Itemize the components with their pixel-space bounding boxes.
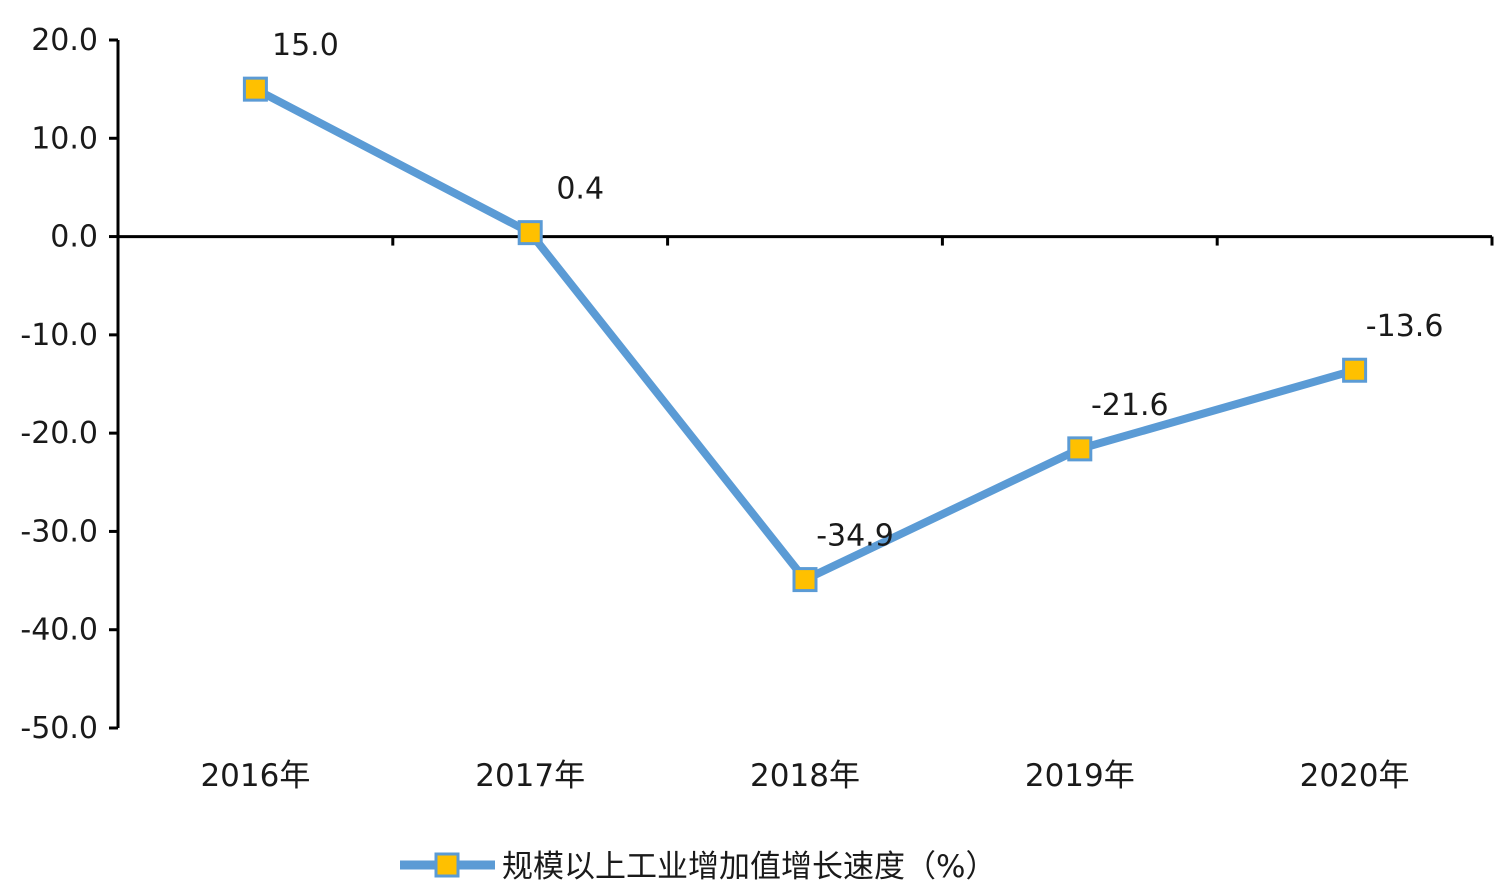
data-label: 0.4 — [556, 172, 604, 207]
data-point-marker — [517, 220, 543, 246]
y-tick-label: 0.0 — [50, 220, 98, 255]
legend-marker-swatch — [434, 852, 460, 878]
data-point-marker — [1067, 436, 1093, 462]
y-tick-label: 10.0 — [31, 121, 98, 156]
data-label-group: 15.0 0.4 -34.9 -21.6 -13.6 — [272, 28, 1443, 553]
y-tick-label: -30.0 — [20, 514, 98, 549]
data-label: 15.0 — [272, 28, 339, 63]
y-tick-label: -10.0 — [20, 318, 98, 353]
data-label: -13.6 — [1366, 309, 1444, 344]
x-category-label: 2016年 — [200, 758, 310, 794]
data-point-marker — [792, 567, 818, 593]
data-point-marker — [1342, 357, 1368, 383]
data-label: -34.9 — [816, 519, 894, 554]
x-category-label: 2020年 — [1300, 758, 1410, 794]
y-tick-label: -40.0 — [20, 613, 98, 648]
series-line — [251, 85, 1359, 584]
y-axis-ticks: 20.0 10.0 0.0 -10.0 -20.0 -30.0 -40.0 -50.0 — [20, 23, 118, 746]
series-marker-group — [242, 76, 1368, 593]
x-category-label: 2018年 — [750, 758, 860, 794]
y-tick-label: -50.0 — [20, 711, 98, 746]
data-label: -21.6 — [1091, 388, 1169, 423]
y-tick-label: -20.0 — [20, 416, 98, 451]
y-tick-label: 20.0 — [31, 23, 98, 58]
x-axis-ticks: 2016年 2017年 2018年 2019年 2020年 — [200, 236, 1494, 794]
axes — [116, 40, 1492, 728]
x-category-label: 2017年 — [475, 758, 585, 794]
series-line-group — [251, 85, 1359, 584]
legend-label: 规模以上工业增加值增长速度（%） — [502, 849, 996, 885]
data-point-marker — [242, 76, 268, 102]
legend: 规模以上工业增加值增长速度（%） — [400, 849, 996, 885]
x-category-label: 2019年 — [1025, 758, 1135, 794]
